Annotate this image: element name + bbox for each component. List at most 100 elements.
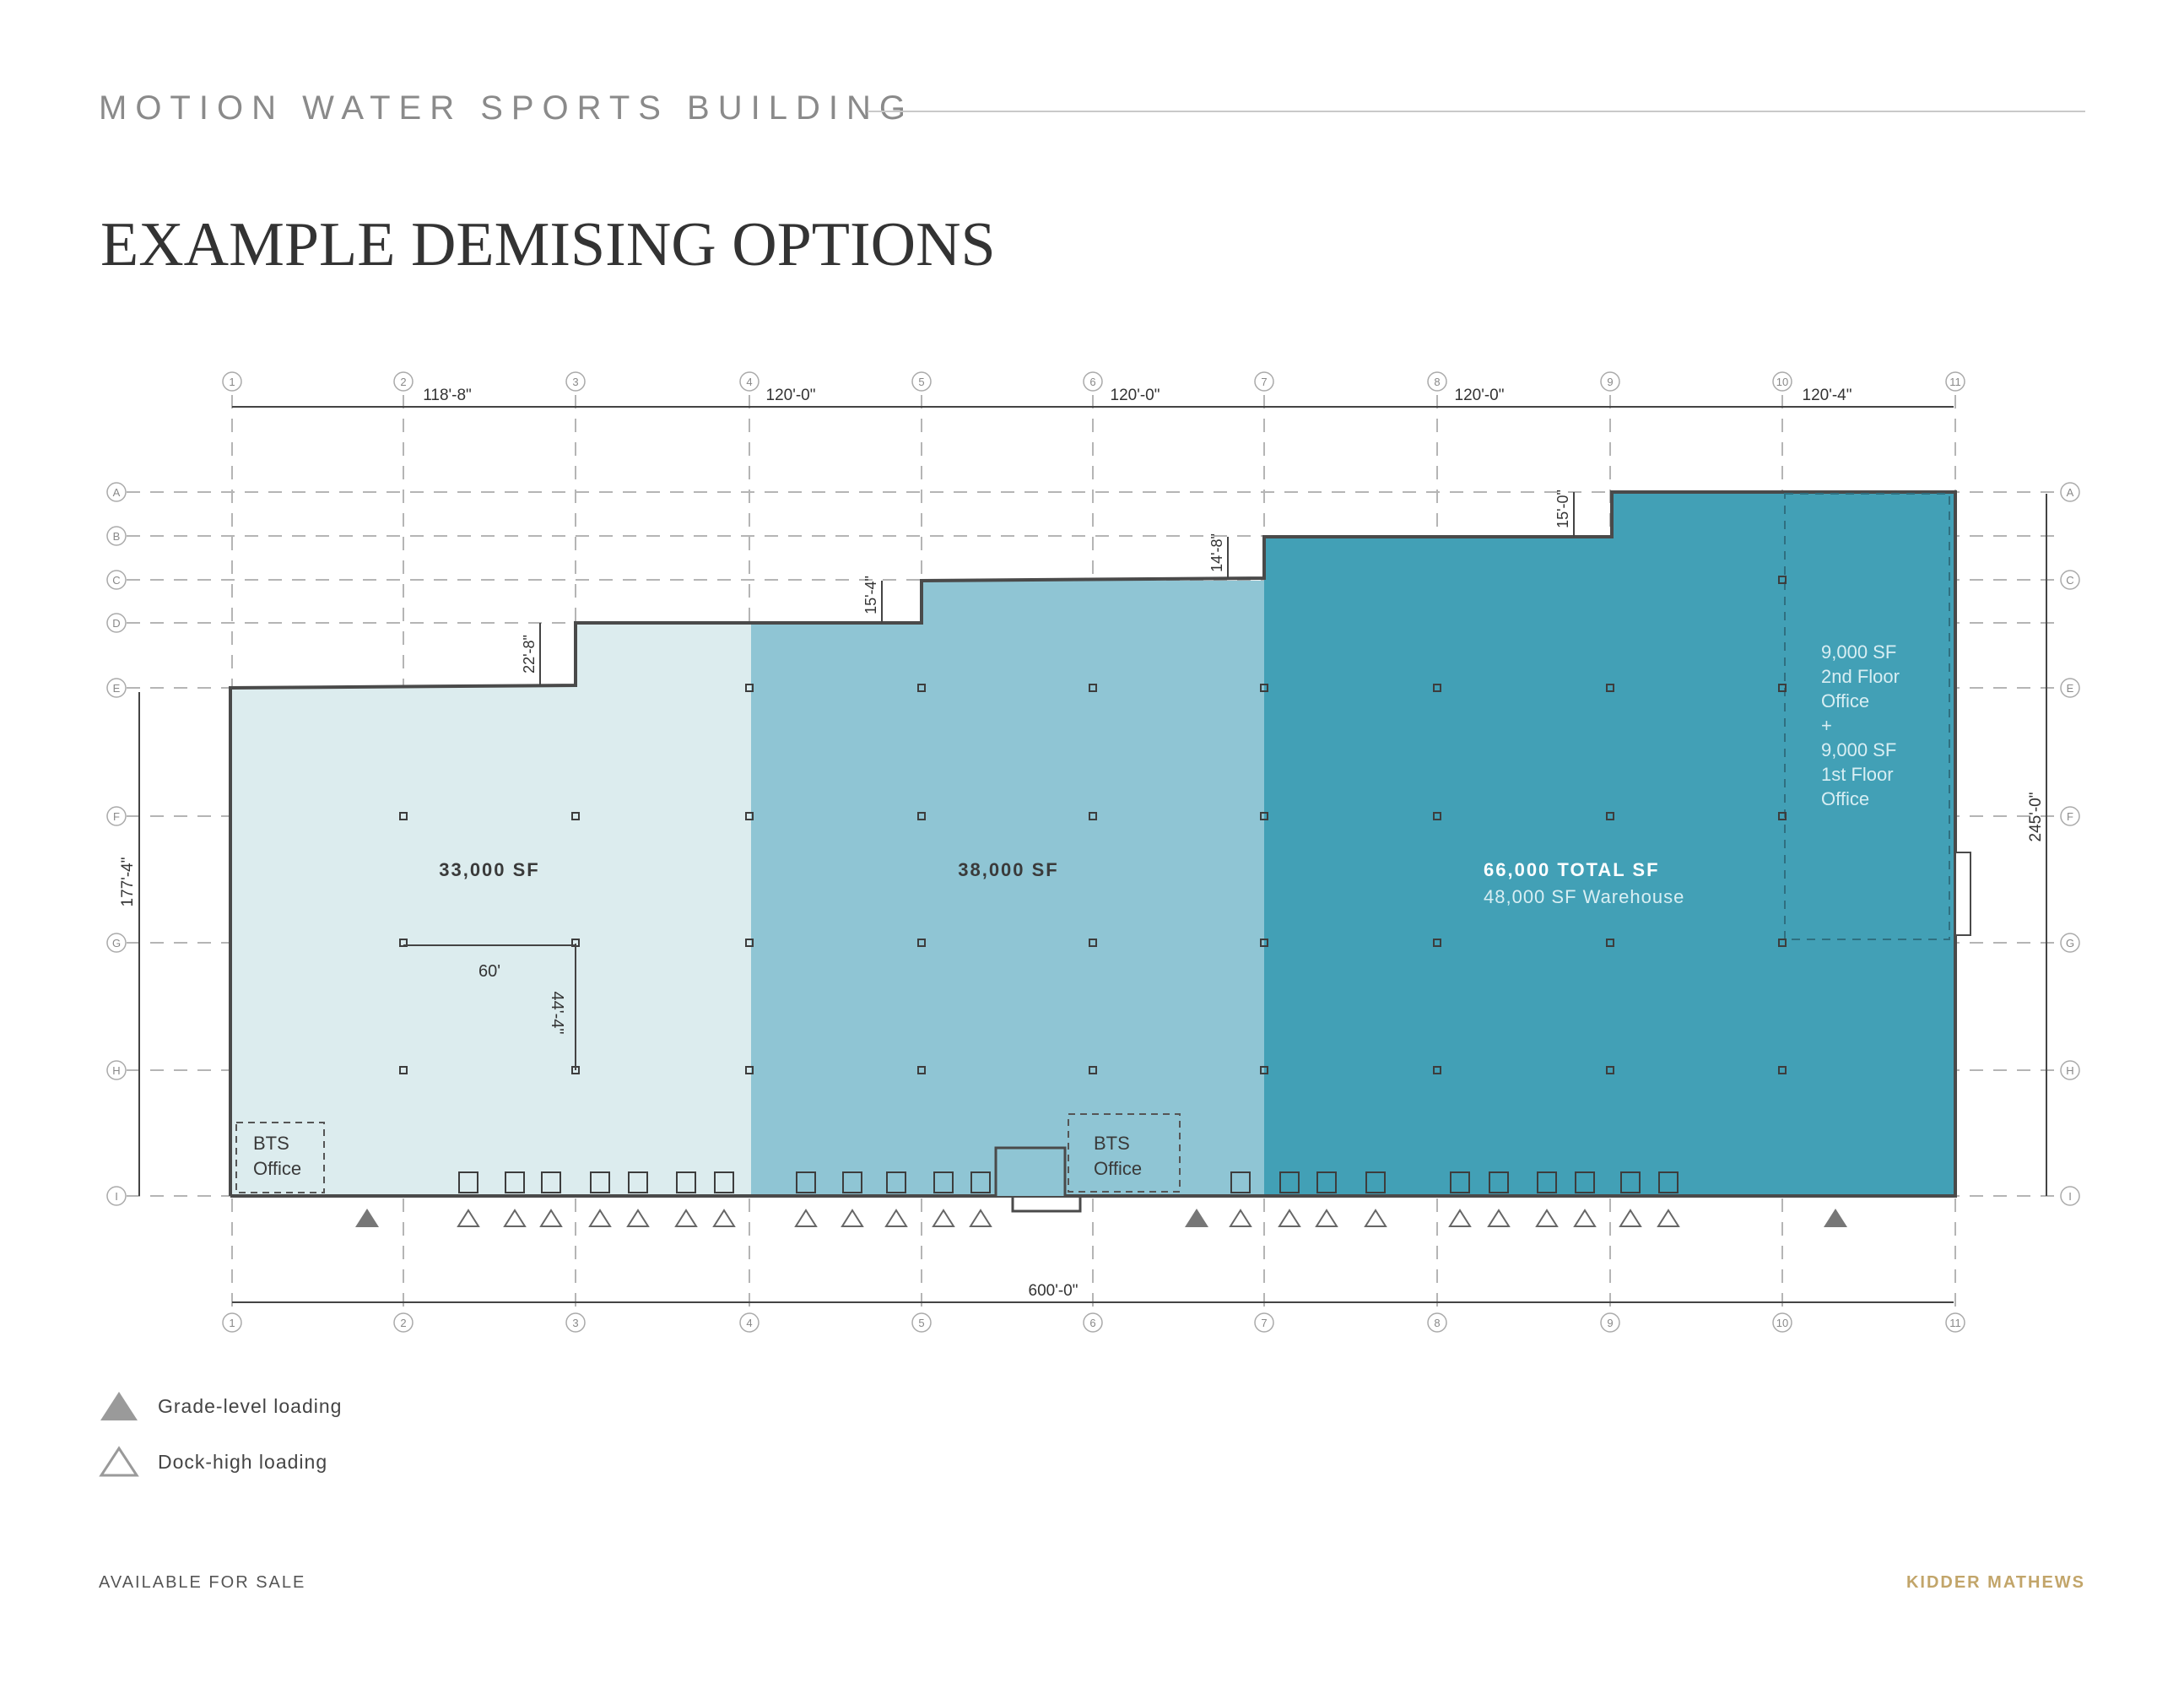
grid-bubble-label: F bbox=[113, 810, 120, 823]
bay-depth: 44'-4" bbox=[548, 992, 566, 1035]
grid-bubble-top: 6 bbox=[1083, 371, 1103, 392]
grid-bubble-circle bbox=[1772, 1312, 1792, 1333]
top-dim-3: 120'-0" bbox=[1111, 387, 1160, 404]
dock-door bbox=[796, 1171, 816, 1193]
grid-bubble-top: 8 bbox=[1427, 371, 1447, 392]
column-dot bbox=[917, 939, 926, 947]
grid-bubble-label: 11 bbox=[1949, 376, 1961, 388]
grid-bubble-label: 9 bbox=[1607, 376, 1613, 388]
grid-bubble-circle bbox=[2060, 1186, 2080, 1206]
grid-bubble-label: G bbox=[112, 937, 121, 950]
grid-bubble-left: E bbox=[106, 678, 127, 698]
grid-bubble-bottom: 7 bbox=[1254, 1312, 1274, 1333]
grid-bubble-left: I bbox=[106, 1186, 127, 1206]
suite-2-label: 38,000 SF bbox=[958, 859, 1059, 880]
column-dot bbox=[1433, 684, 1441, 692]
legend-grade-label: Grade-level loading bbox=[158, 1394, 343, 1417]
grid-bubble-right: G bbox=[2060, 933, 2080, 953]
grade-level-marker bbox=[355, 1209, 379, 1227]
bts-office-2-line1: BTS bbox=[1094, 1133, 1130, 1154]
grid-bubble-label: 7 bbox=[1261, 1317, 1267, 1329]
column-dot bbox=[1606, 684, 1614, 692]
grid-bubble-label: G bbox=[2066, 937, 2074, 950]
grid-bubble-left: G bbox=[106, 933, 127, 953]
column-dot bbox=[1089, 939, 1097, 947]
dock-door bbox=[1365, 1171, 1386, 1193]
column-dot bbox=[1089, 812, 1097, 820]
grid-bubble-left: C bbox=[106, 570, 127, 590]
top-dim-5: 120'-4" bbox=[1803, 387, 1852, 404]
suite-1-area bbox=[232, 623, 751, 1196]
grid-bubble-circle bbox=[911, 1312, 932, 1333]
grid-bubble-bottom: 2 bbox=[393, 1312, 414, 1333]
office-note-line: 2nd Floor bbox=[1821, 666, 1900, 687]
column-dot bbox=[1260, 1066, 1268, 1074]
grid-bubble-right: H bbox=[2060, 1060, 2080, 1080]
grid-bubble-label: 6 bbox=[1089, 376, 1095, 388]
column-dot bbox=[1089, 684, 1097, 692]
dimension-lines bbox=[138, 406, 2047, 1303]
building-outline bbox=[229, 490, 1957, 1198]
dock-door bbox=[933, 1171, 954, 1193]
column-dot bbox=[745, 684, 754, 692]
column-dot bbox=[745, 939, 754, 947]
east-stair bbox=[1954, 852, 1971, 936]
dock-high-marker bbox=[1619, 1209, 1642, 1227]
filled-triangle-icon bbox=[100, 1392, 138, 1420]
office-note-line: 1st Floor bbox=[1821, 764, 1894, 785]
outline-triangle-icon bbox=[99, 1446, 139, 1477]
dock-high-marker bbox=[1657, 1209, 1680, 1227]
dock-door bbox=[1620, 1171, 1641, 1193]
step-dim-3: 14'-8" bbox=[1208, 533, 1225, 572]
dock-door bbox=[541, 1171, 561, 1193]
grid-bubble-circle bbox=[1427, 371, 1447, 392]
grid-bubble-circle bbox=[1600, 371, 1620, 392]
grid-bubble-circle bbox=[393, 371, 414, 392]
grid-bubble-right: F bbox=[2060, 806, 2080, 826]
column-dot bbox=[1089, 1066, 1097, 1074]
dock-high-marker bbox=[674, 1209, 698, 1227]
dock-high-marker bbox=[588, 1209, 612, 1227]
column-dot bbox=[1260, 684, 1268, 692]
dock-door bbox=[842, 1171, 862, 1193]
bottom-dim: 600'-0" bbox=[1029, 1282, 1078, 1300]
grid-bubble-label: 2 bbox=[400, 1317, 406, 1329]
column-dot bbox=[1433, 939, 1441, 947]
grid-bubble-label: I bbox=[115, 1190, 118, 1203]
grid-bubble-label: 10 bbox=[1776, 376, 1788, 388]
dock-doors bbox=[458, 1171, 1679, 1193]
grid-bubble-circle bbox=[222, 1312, 242, 1333]
column-dot bbox=[1606, 1066, 1614, 1074]
dock-door bbox=[1537, 1171, 1557, 1193]
bay-width: 60' bbox=[478, 962, 500, 981]
dock-high-marker bbox=[457, 1209, 480, 1227]
grid-bubble-top: 10 bbox=[1772, 371, 1792, 392]
grid-bubble-circle bbox=[2060, 933, 2080, 953]
top-dim-2: 120'-0" bbox=[766, 387, 816, 404]
grid-bubble-label: 3 bbox=[572, 1317, 578, 1329]
grid-bubble-bottom: 5 bbox=[911, 1312, 932, 1333]
grid-bubble-bottom: 9 bbox=[1600, 1312, 1620, 1333]
grid-bubble-circle bbox=[739, 1312, 760, 1333]
grid-bubble-circle bbox=[1945, 1312, 1965, 1333]
grid-bubble-right: C bbox=[2060, 570, 2080, 590]
office-note-line: 9,000 SF bbox=[1821, 641, 1896, 663]
step-dim-4: 15'-0" bbox=[1554, 490, 1571, 528]
grid-bubble-label: E bbox=[2067, 682, 2074, 695]
grid-bubble-bottom: 10 bbox=[1772, 1312, 1792, 1333]
column-dot bbox=[571, 812, 580, 820]
dock-door bbox=[1316, 1171, 1337, 1193]
grid-bubble-label: 1 bbox=[229, 376, 235, 388]
grade-level-marker bbox=[1185, 1209, 1208, 1227]
dock-high-marker bbox=[1535, 1209, 1559, 1227]
column-dot bbox=[399, 812, 408, 820]
grid-bubble-label: A bbox=[113, 486, 121, 499]
grid-bubble-left: H bbox=[106, 1060, 127, 1080]
right-dim: 245'-0" bbox=[2027, 793, 2045, 842]
grid-bubble-circle bbox=[106, 933, 127, 953]
grid-bubble-right: E bbox=[2060, 678, 2080, 698]
grid-bubble-label: 4 bbox=[746, 376, 752, 388]
grid-bubble-top: 7 bbox=[1254, 371, 1274, 392]
dock-door bbox=[590, 1171, 610, 1193]
